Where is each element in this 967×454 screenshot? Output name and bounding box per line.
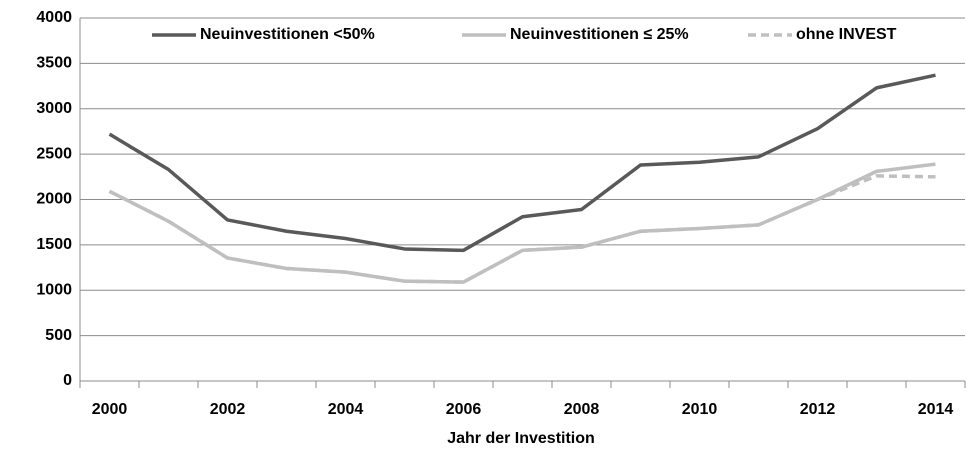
y-tick-label: 3000	[36, 100, 72, 117]
legend-label: Neuinvestitionen <50%	[200, 26, 375, 43]
y-tick-label: 2000	[36, 191, 72, 208]
x-axis-title: Jahr der Investition	[447, 430, 595, 447]
x-tick-label: 2000	[92, 401, 128, 418]
y-tick-label: 500	[45, 327, 72, 344]
legend-label: Neuinvestitionen ≤ 25%	[510, 26, 689, 43]
x-tick-label: 2002	[210, 401, 246, 418]
x-tick-label: 2008	[564, 401, 600, 418]
x-tick-label: 2006	[446, 401, 482, 418]
x-tick-label: 2010	[682, 401, 718, 418]
series-line	[108, 174, 936, 284]
x-tick-label: 2014	[918, 401, 954, 418]
x-tick-label: 2012	[800, 401, 836, 418]
y-tick-label: 3500	[36, 55, 72, 72]
legend-label: ohne INVEST	[796, 26, 897, 43]
series-line	[108, 73, 936, 253]
y-tick-label: 2500	[36, 145, 72, 162]
y-tick-label: 1500	[36, 236, 72, 253]
y-tick-label: 4000	[36, 9, 72, 26]
x-tick-label: 2004	[328, 401, 364, 418]
y-tick-label: 0	[63, 372, 72, 389]
y-tick-label: 1000	[36, 281, 72, 298]
series-line	[108, 162, 936, 284]
